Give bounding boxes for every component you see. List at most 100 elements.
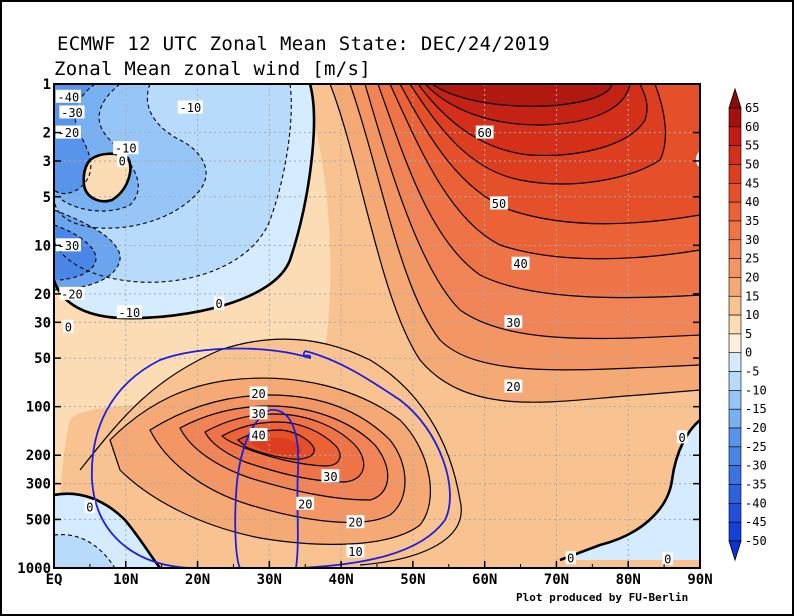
colorbar-swatch [728,521,742,542]
neg-contour-5 [54,209,121,291]
contour-label: 0 [86,501,93,515]
colorbar-label: 20 [745,270,759,284]
contour-strat-10 [329,84,700,403]
colorbar-swatch [728,371,742,391]
contour-label-bg [475,125,494,139]
colorbar-label: -50 [745,534,767,548]
contour-label: 20 [251,387,265,401]
colorbar-swatch [728,503,742,523]
colorbar: 65605550454035302520151050-5-10-15-20-25… [728,87,767,562]
y-tick-label: 30 [34,315,51,331]
contour-label: 50 [492,197,506,211]
y-tick-label: 50 [34,351,51,367]
chart-title: ECMWF 12 UTC Zonal Mean State: DEC/24/20… [57,33,550,55]
contour-label: -10 [180,101,202,115]
contour-label-bg [511,256,530,270]
credit-text: Plot produced by FU-Berlin [516,591,688,604]
colorbar-label: 65 [745,101,759,115]
contour-jet-7 [79,338,462,566]
annotation-outer-loop [91,347,451,568]
x-tick-label: 50N [400,572,425,588]
colorbar-swatch [728,333,742,354]
colorbar-label: 50 [745,157,759,171]
contour-label: 0 [215,297,222,311]
contour-label-bg [565,551,576,565]
colorbar-swatch [728,352,742,372]
contour-label-bg [296,496,315,510]
y-tick-label: 200 [26,448,51,464]
x-tick-label: 90N [687,572,712,588]
x-tick-label: 40N [328,572,353,588]
y-tick-label: 500 [26,512,51,528]
zero-contour-polar [559,419,700,562]
colorbar-label: -20 [745,421,767,435]
colorbar-label: 5 [745,327,752,341]
x-axis: EQ 10N 20N 30N 40N 50N 60N 70N 80N 90N [46,561,713,588]
contour-strat-5 [399,84,700,225]
contour-strat-8 [364,84,700,340]
contour-label: 20 [506,380,520,394]
neg-contour-7 [54,534,116,568]
y-tick-label: 2 [43,126,51,142]
neg-contour-4 [54,84,96,195]
colorbar-swatch [728,183,742,203]
contour-label: 20 [348,516,362,530]
contour-labels: -40-30-20-10-100-30-20-10006050403020203… [55,89,688,567]
contour-label: -10 [115,142,137,156]
colorbar-label: 55 [745,139,759,153]
contour-strat-7 [377,84,700,299]
zero-contour-strat [54,84,316,320]
colorbar-swatch [728,126,742,146]
contour-label-bg [59,105,85,119]
contour-jet-1 [109,377,431,545]
contour-strat-3 [417,84,648,157]
colorbar-label: -10 [745,383,767,397]
colorbar-label: -35 [745,478,767,492]
contour-label-bg [59,286,85,300]
y-tick-label: 20 [34,287,51,303]
contour-label-bg [63,319,74,333]
colorbar-swatch [728,258,742,278]
colorbar-label: 40 [745,195,759,209]
hand-annotations [91,347,451,568]
colorbar-label: 10 [745,308,759,322]
contour-label-bg [55,238,81,252]
contour-strat-4 [409,84,666,185]
y-tick-label: 1 [43,77,51,93]
colorbar-swatch [728,277,742,297]
fill-jet-45-50 [250,437,302,456]
contour-strat-6 [389,84,700,260]
contour-strat-2 [424,84,631,126]
y-tick-label: 1000 [17,561,51,577]
y-tick-label: 10 [34,238,51,254]
fill-neg-0-5-polar-upper [695,150,700,167]
colorbar-swatch [728,390,742,410]
contour-label-bg [490,196,508,210]
neg-contour-6 [54,224,97,281]
colorbar-label: 35 [745,214,759,228]
contour-label: -20 [61,287,83,301]
colorbar-label: 15 [745,289,759,303]
contour-label: 40 [251,429,265,443]
contour-label: 30 [251,407,265,421]
contour-label-bg [84,500,96,514]
contour-label-bg [116,305,142,319]
contour-label-bg [55,125,81,139]
contour-label: 60 [477,126,491,140]
contour-label: 10 [348,545,362,559]
colorbar-label: -5 [745,365,759,379]
contour-label-bg [249,428,268,442]
contour-label: -40 [58,90,80,104]
contour-label-bg [676,430,688,444]
contour-label-bg [249,386,268,400]
contour-label: 40 [513,257,527,271]
colorbar-swatch [728,201,742,222]
colorbar-arrow-top [728,87,742,109]
colorbar-swatch [728,314,742,335]
contour-label-bg [249,406,268,420]
zero-contour-lowtrop [54,492,162,568]
plot-area: -40-30-20-10-100-30-20-10006050403020203… [54,84,700,568]
colorbar-label: -45 [745,515,767,529]
